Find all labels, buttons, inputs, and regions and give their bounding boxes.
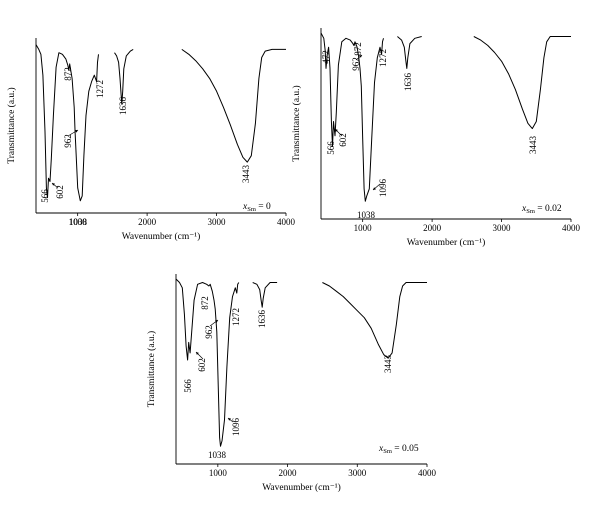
- spectrum-line: [175, 278, 240, 447]
- spectrum-line: [397, 36, 422, 69]
- panel-c: 1000 2000 3000 4000 Wavenumber (cm⁻¹) Transmi…: [146, 274, 437, 493]
- panel-a: 1000 2000 3000 4000 Wavenumber (cm⁻¹) Transmi…: [6, 38, 296, 242]
- x-axis-title: Wavenumber (cm⁻¹): [262, 482, 341, 493]
- peak-label: 566: [183, 379, 193, 393]
- y-axis-title: Transmittance (a.u.): [291, 85, 302, 161]
- peak-arrowhead: [215, 320, 218, 323]
- x-tick-label: 3000: [348, 468, 367, 478]
- peak-label: 3443: [241, 165, 251, 184]
- peak-label: 602: [338, 133, 348, 147]
- spectrum-line: [252, 282, 278, 308]
- peak-label: 872: [63, 67, 73, 81]
- x-tick-label: 1000: [354, 223, 373, 233]
- peak-label: 872: [353, 42, 363, 56]
- x-axis-title: Wavenumber (cm⁻¹): [407, 237, 486, 248]
- x-tick-label: 2000: [279, 468, 298, 478]
- spectrum-line: [35, 44, 99, 202]
- x-tick-label: 1000: [209, 468, 228, 478]
- spectrum-line: [114, 48, 134, 105]
- peak-label: 602: [55, 185, 65, 199]
- peak-label: 962: [63, 134, 73, 148]
- x-tick-label: 1000: [69, 217, 88, 227]
- peak-label: 1272: [378, 49, 388, 67]
- x-tick-label: 4000: [418, 468, 437, 478]
- x-tick-label: 4000: [562, 223, 581, 233]
- peak-label: 962: [204, 325, 214, 339]
- x-axis-title: Wavenumber (cm⁻¹): [122, 231, 201, 242]
- spectrum-line: [473, 36, 571, 130]
- y-axis-title: Transmittance (a.u.): [6, 87, 17, 163]
- peak-label: 1272: [95, 80, 105, 98]
- peak-label: 962: [351, 57, 361, 71]
- peak-label: 1636: [403, 73, 413, 92]
- peak-label: 1096: [231, 418, 241, 437]
- peak-label: 1038: [357, 210, 376, 220]
- peak-arrowhead: [373, 187, 376, 190]
- peak-label: 3443: [528, 136, 538, 155]
- peak-arrowhead: [335, 129, 338, 132]
- peak-label: 3443: [383, 355, 393, 374]
- x-tick-label: 4000: [277, 217, 296, 227]
- peak-arrowhead: [52, 183, 55, 186]
- composition-label: xSm = 0.02: [521, 204, 562, 215]
- panel-b: 1000 2000 3000 4000 Wavenumber (cm⁻¹) Transmi…: [291, 28, 581, 248]
- peak-label: 1636: [118, 97, 128, 116]
- x-tick-label: 2000: [423, 223, 442, 233]
- peak-label: 1038: [69, 217, 88, 227]
- peak-label: 1096: [378, 179, 388, 198]
- peak-arrowhead: [228, 418, 231, 421]
- peak-arrowhead: [75, 130, 78, 133]
- y-axis-title: Transmittance (a.u.): [146, 331, 157, 407]
- peak-label: 1272: [231, 308, 241, 326]
- peak-label: 602: [197, 358, 207, 372]
- peak-label: 872: [200, 296, 210, 310]
- x-tick-label: 3000: [493, 223, 512, 233]
- composition-label: xSm = 0.05: [378, 444, 419, 455]
- spectrum-line: [181, 48, 286, 163]
- peak-label: 472: [321, 50, 331, 64]
- peak-label: 566: [326, 141, 336, 155]
- peak-arrowhead: [196, 352, 199, 355]
- spectrum-line: [320, 32, 384, 202]
- peak-label: 566: [40, 189, 50, 203]
- peak-label: 1038: [208, 450, 227, 460]
- x-tick-label: 2000: [138, 217, 157, 227]
- peak-label: 1636: [257, 310, 267, 329]
- x-tick-label: 3000: [208, 217, 227, 227]
- composition-label: xSm = 0: [242, 202, 271, 213]
- spectrum-line: [322, 282, 427, 359]
- peak-arrowhead: [359, 55, 362, 58]
